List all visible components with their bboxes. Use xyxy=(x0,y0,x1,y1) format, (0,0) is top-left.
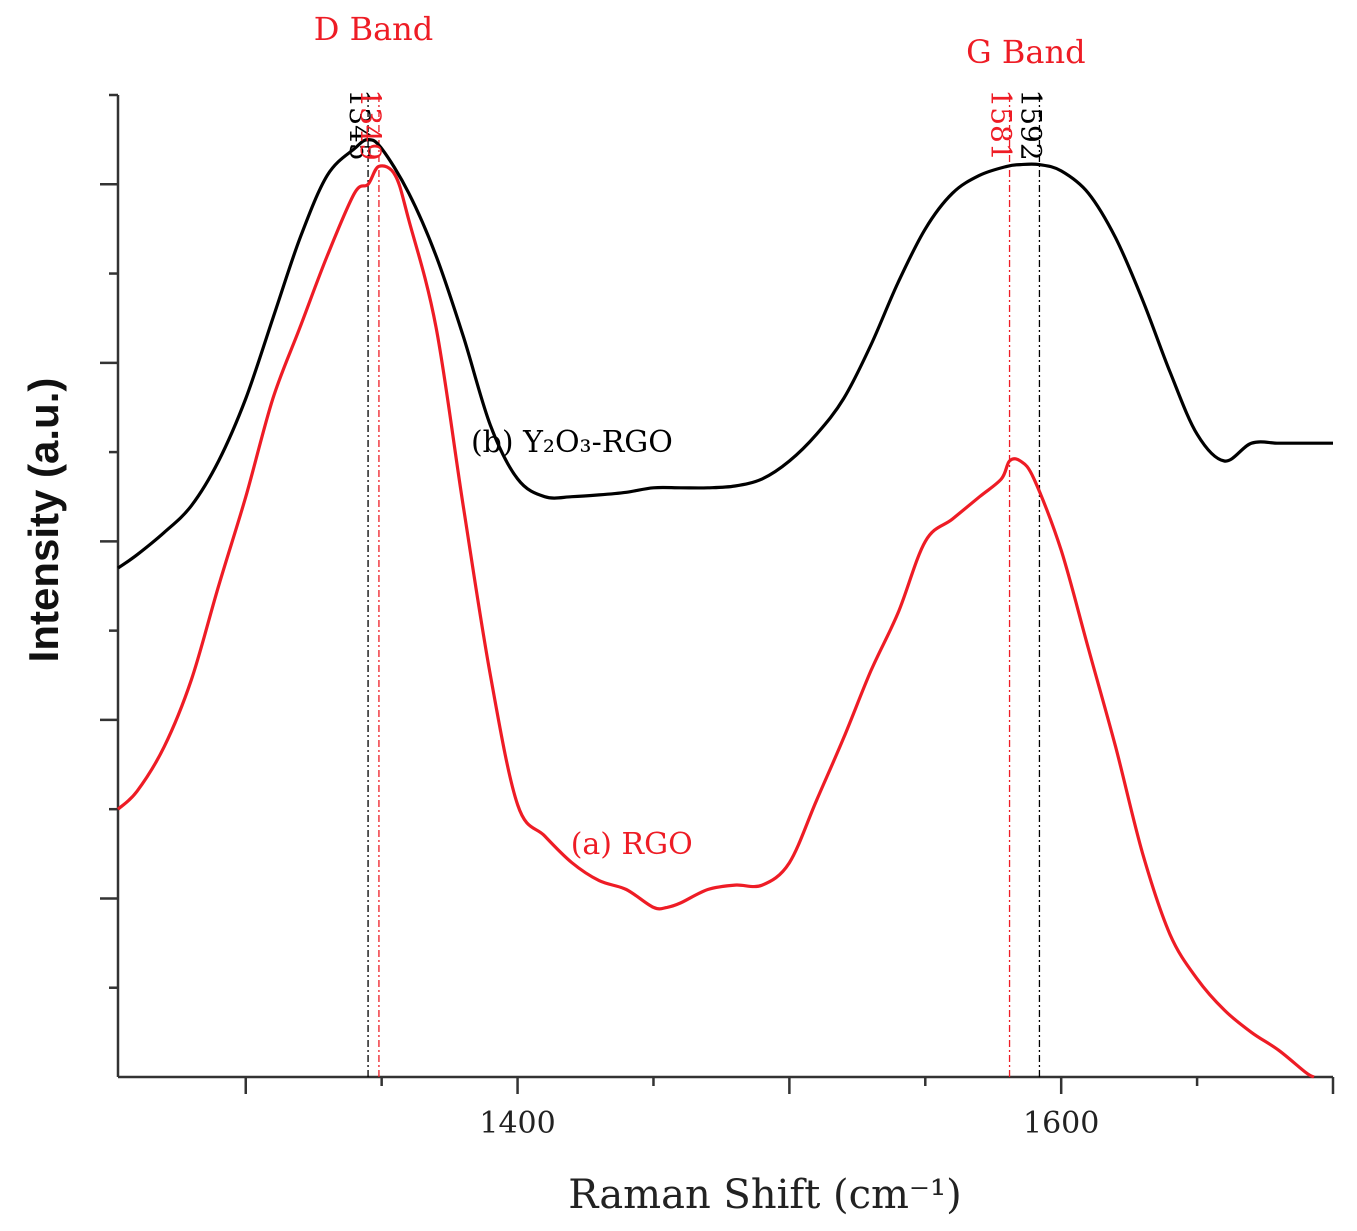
x-tick-label: 1600 xyxy=(1023,1106,1099,1141)
band-label: G Band xyxy=(966,33,1085,71)
peak-marker-label: 1581 xyxy=(985,89,1018,160)
band-label: D Band xyxy=(314,10,434,48)
series-lines xyxy=(116,138,1333,1079)
series-line-rgo xyxy=(116,164,1315,1079)
peak-marker-lines xyxy=(367,95,1041,1077)
series-label-rgo: (a) RGO xyxy=(571,827,693,862)
peak-marker-label: 1592 xyxy=(1014,89,1047,160)
peak-marker-label: 1345 xyxy=(343,89,376,160)
chart-labels: 1400 1600 Raman Shift (cm⁻¹) Intensity (a.u… xyxy=(20,10,1099,1218)
axes xyxy=(100,93,1335,1094)
x-tick-label: 1400 xyxy=(479,1106,555,1141)
y-axis-title: Intensity (a.u.) xyxy=(20,378,67,663)
series-line-y2o3-rgo xyxy=(117,138,1333,570)
x-axis-title: Raman Shift (cm⁻¹) xyxy=(568,1172,961,1218)
peak-marker-label: 1349 xyxy=(354,89,387,160)
series-label-y2o3-rgo: (b) Y₂O₃-RGO xyxy=(471,425,673,460)
